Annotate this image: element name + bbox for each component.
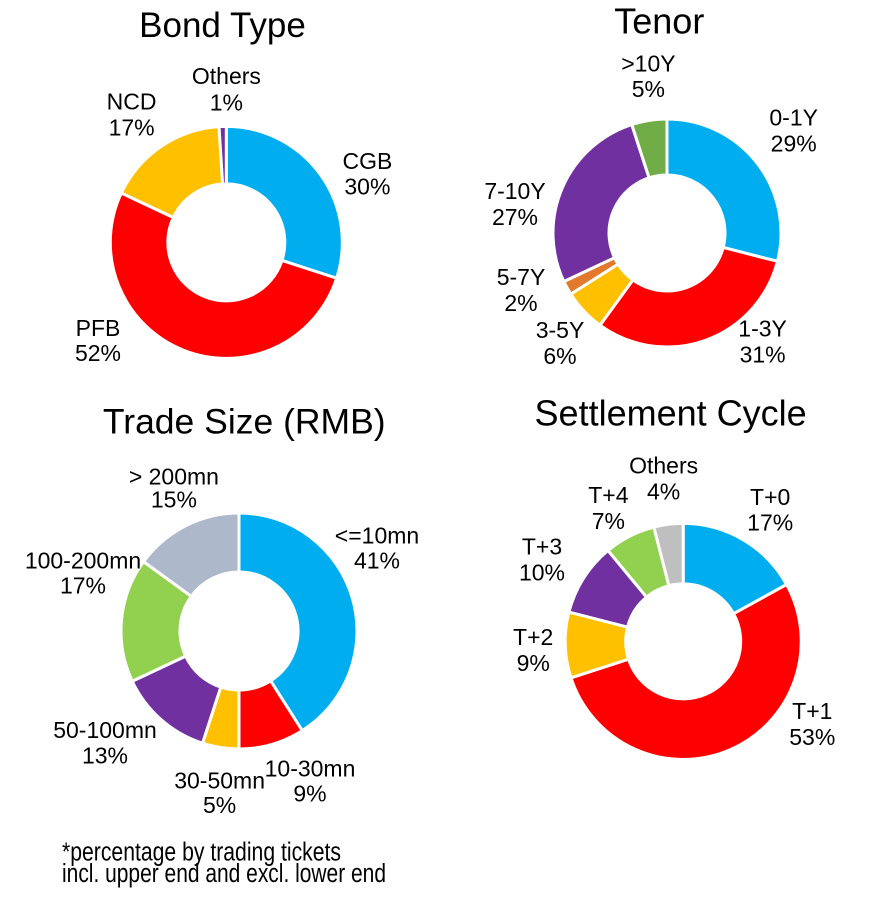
svg-text:Tenor: Tenor: [614, 0, 704, 41]
svg-text:T+310%: T+3 10%: [519, 534, 565, 586]
svg-text:Trade Size (RMB): Trade Size (RMB): [103, 402, 386, 442]
svg-text:Bond Type: Bond Type: [139, 6, 306, 45]
svg-text:5-7Y2%: 5-7Y 2%: [497, 264, 546, 316]
svg-text:T+47%: T+4 7%: [588, 482, 628, 534]
svg-text:T+017%: T+0 17%: [747, 484, 793, 536]
svg-text:incl. upper end and excl. lowe: incl. upper end and excl. lower end: [62, 860, 386, 888]
svg-text:Settlement Cycle: Settlement Cycle: [535, 393, 807, 434]
svg-text:T+29%: T+2 9%: [513, 624, 553, 676]
svg-text:*percentage by trading tickets: *percentage by trading tickets: [62, 839, 341, 867]
svg-text:T+153%: T+1 53%: [789, 698, 835, 750]
svg-text:3-5Y6%: 3-5Y 6%: [536, 317, 585, 369]
